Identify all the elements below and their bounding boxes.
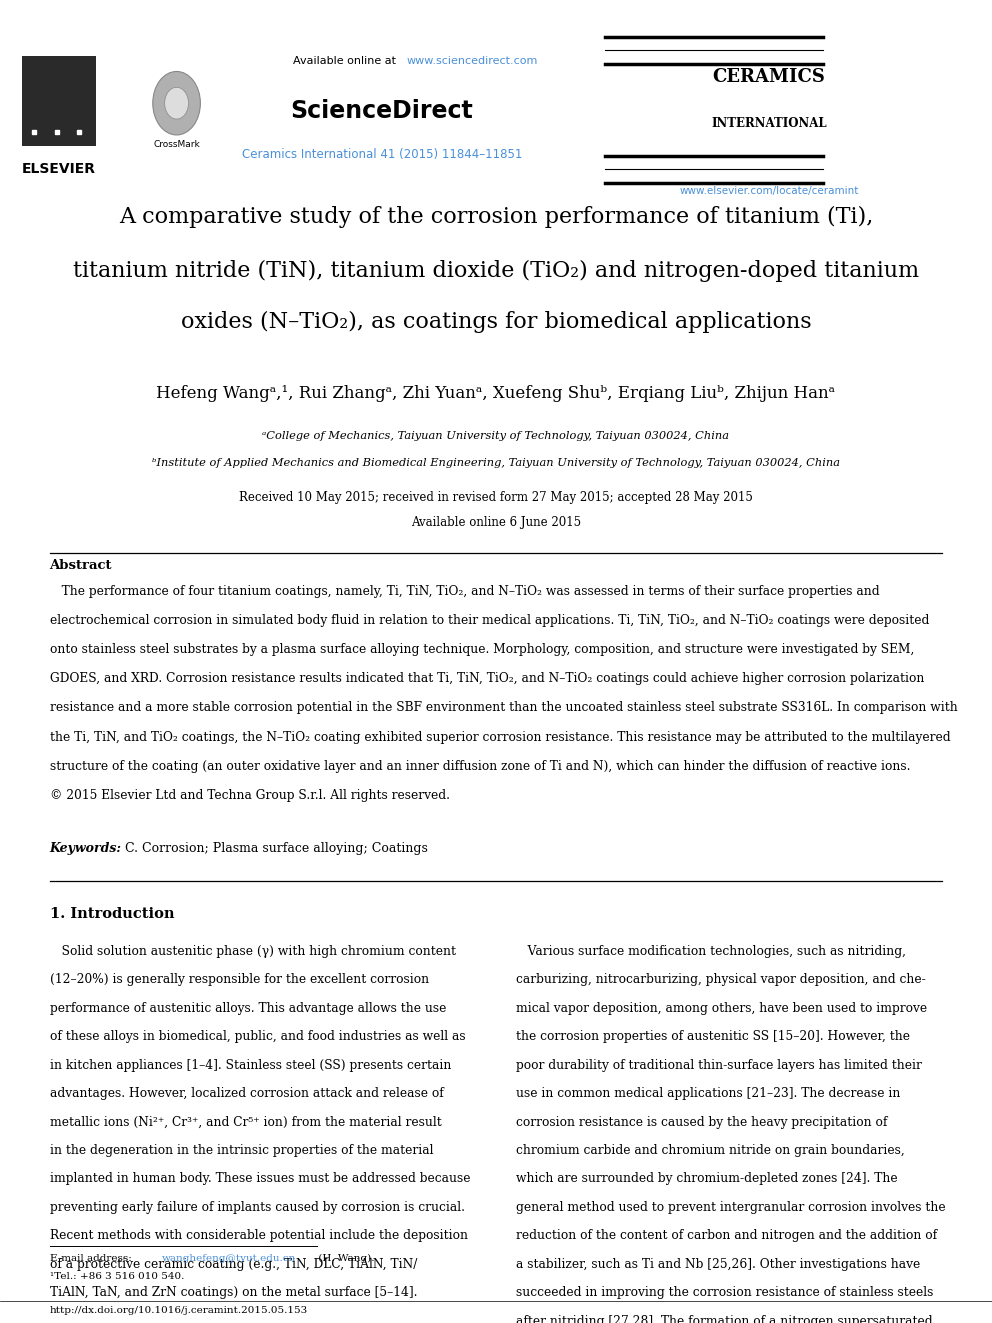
Text: wanghefeng@tyut.edu.cn: wanghefeng@tyut.edu.cn [162, 1254, 296, 1263]
Text: resistance and a more stable corrosion potential in the SBF environment than the: resistance and a more stable corrosion p… [50, 701, 957, 714]
Text: Available online at: Available online at [293, 56, 399, 66]
Text: mical vapor deposition, among others, have been used to improve: mical vapor deposition, among others, ha… [516, 1002, 927, 1015]
Text: electrochemical corrosion in simulated body fluid in relation to their medical a: electrochemical corrosion in simulated b… [50, 614, 929, 627]
Text: corrosion resistance is caused by the heavy precipitation of: corrosion resistance is caused by the he… [516, 1115, 887, 1129]
Text: Available online 6 June 2015: Available online 6 June 2015 [411, 516, 581, 529]
Text: which are surrounded by chromium-depleted zones [24]. The: which are surrounded by chromium-deplete… [516, 1172, 898, 1185]
Text: succeeded in improving the corrosion resistance of stainless steels: succeeded in improving the corrosion res… [516, 1286, 933, 1299]
Text: carburizing, nitrocarburizing, physical vapor deposition, and che-: carburizing, nitrocarburizing, physical … [516, 974, 926, 987]
Text: ¹Tel.: +86 3 516 010 540.: ¹Tel.: +86 3 516 010 540. [50, 1271, 184, 1281]
Text: the Ti, TiN, and TiO₂ coatings, the N–TiO₂ coating exhibited superior corrosion : the Ti, TiN, and TiO₂ coatings, the N–Ti… [50, 730, 950, 744]
Text: The performance of four titanium coatings, namely, Ti, TiN, TiO₂, and N–TiO₂ was: The performance of four titanium coating… [50, 585, 879, 598]
Text: general method used to prevent intergranular corrosion involves the: general method used to prevent intergran… [516, 1201, 945, 1215]
Text: Hefeng Wangᵃ,¹, Rui Zhangᵃ, Zhi Yuanᵃ, Xuefeng Shuᵇ, Erqiang Liuᵇ, Zhijun Hanᵃ: Hefeng Wangᵃ,¹, Rui Zhangᵃ, Zhi Yuanᵃ, X… [157, 385, 835, 402]
Text: preventing early failure of implants caused by corrosion is crucial.: preventing early failure of implants cau… [50, 1201, 464, 1215]
Text: © 2015 Elsevier Ltd and Techna Group S.r.l. All rights reserved.: © 2015 Elsevier Ltd and Techna Group S.r… [50, 789, 449, 802]
Text: GDOES, and XRD. Corrosion resistance results indicated that Ti, TiN, TiO₂, and N: GDOES, and XRD. Corrosion resistance res… [50, 672, 924, 685]
Text: CERAMICS: CERAMICS [712, 67, 825, 86]
Circle shape [165, 87, 188, 119]
Text: performance of austenitic alloys. This advantage allows the use: performance of austenitic alloys. This a… [50, 1002, 446, 1015]
Text: ScienceDirect: ScienceDirect [291, 99, 473, 123]
Circle shape [153, 71, 200, 135]
Text: E-mail address:: E-mail address: [50, 1254, 135, 1263]
Text: CrossMark: CrossMark [153, 140, 200, 149]
Text: of a protective ceramic coating (e.g., TiN, DLC, TiAlN, TiN/: of a protective ceramic coating (e.g., T… [50, 1258, 417, 1271]
Text: ᵇInstitute of Applied Mechanics and Biomedical Engineering, Taiyuan University o: ᵇInstitute of Applied Mechanics and Biom… [152, 458, 840, 468]
Text: reduction of the content of carbon and nitrogen and the addition of: reduction of the content of carbon and n… [516, 1229, 937, 1242]
Bar [22, 56, 96, 146]
Text: Recent methods with considerable potential include the deposition: Recent methods with considerable potenti… [50, 1229, 467, 1242]
Text: Solid solution austenitic phase (γ) with high chromium content: Solid solution austenitic phase (γ) with… [50, 945, 455, 958]
Text: C. Corrosion; Plasma surface alloying; Coatings: C. Corrosion; Plasma surface alloying; C… [121, 841, 428, 855]
Text: www.sciencedirect.com: www.sciencedirect.com [407, 56, 538, 66]
Text: INTERNATIONAL: INTERNATIONAL [711, 116, 826, 130]
Text: implanted in human body. These issues must be addressed because: implanted in human body. These issues mu… [50, 1172, 470, 1185]
Text: A comparative study of the corrosion performance of titanium (Ti),: A comparative study of the corrosion per… [119, 205, 873, 228]
Text: Ceramics International 41 (2015) 11844–11851: Ceramics International 41 (2015) 11844–1… [242, 148, 522, 161]
Text: the corrosion properties of austenitic SS [15–20]. However, the: the corrosion properties of austenitic S… [516, 1031, 910, 1044]
Text: metallic ions (Ni²⁺, Cr³⁺, and Cr⁵⁺ ion) from the material result: metallic ions (Ni²⁺, Cr³⁺, and Cr⁵⁺ ion)… [50, 1115, 441, 1129]
Text: ᵃCollege of Mechanics, Taiyuan University of Technology, Taiyuan 030024, China: ᵃCollege of Mechanics, Taiyuan Universit… [263, 430, 729, 441]
Text: (12–20%) is generally responsible for the excellent corrosion: (12–20%) is generally responsible for th… [50, 974, 429, 987]
Text: poor durability of traditional thin-surface layers has limited their: poor durability of traditional thin-surf… [516, 1058, 922, 1072]
Text: onto stainless steel substrates by a plasma surface alloying technique. Morpholo: onto stainless steel substrates by a pla… [50, 643, 914, 656]
Text: http://dx.doi.org/10.1016/j.ceramint.2015.05.153: http://dx.doi.org/10.1016/j.ceramint.201… [50, 1306, 308, 1315]
Text: use in common medical applications [21–23]. The decrease in: use in common medical applications [21–2… [516, 1088, 900, 1101]
Text: www.elsevier.com/locate/ceramint: www.elsevier.com/locate/ceramint [680, 185, 858, 196]
Text: titanium nitride (TiN), titanium dioxide (TiO₂) and nitrogen-doped titanium: titanium nitride (TiN), titanium dioxide… [73, 259, 919, 282]
Text: in the degeneration in the intrinsic properties of the material: in the degeneration in the intrinsic pro… [50, 1144, 434, 1156]
Text: oxides (N–TiO₂), as coatings for biomedical applications: oxides (N–TiO₂), as coatings for biomedi… [181, 311, 811, 333]
Text: Various surface modification technologies, such as nitriding,: Various surface modification technologie… [516, 945, 906, 958]
Text: Abstract: Abstract [50, 558, 112, 572]
Text: 1. Introduction: 1. Introduction [50, 906, 175, 921]
Text: Received 10 May 2015; received in revised form 27 May 2015; accepted 28 May 2015: Received 10 May 2015; received in revise… [239, 491, 753, 504]
Text: in kitchen appliances [1–4]. Stainless steel (SS) presents certain: in kitchen appliances [1–4]. Stainless s… [50, 1058, 451, 1072]
Text: (H. Wang).: (H. Wang). [315, 1254, 375, 1263]
Text: TiAlN, TaN, and ZrN coatings) on the metal surface [5–14].: TiAlN, TaN, and ZrN coatings) on the met… [50, 1286, 417, 1299]
Text: advantages. However, localized corrosion attack and release of: advantages. However, localized corrosion… [50, 1088, 443, 1101]
Text: after nitriding [27,28]. The formation of a nitrogen supersaturated: after nitriding [27,28]. The formation o… [516, 1315, 932, 1323]
Text: a stabilizer, such as Ti and Nb [25,26]. Other investigations have: a stabilizer, such as Ti and Nb [25,26].… [516, 1258, 921, 1271]
Text: structure of the coating (an outer oxidative layer and an inner diffusion zone o: structure of the coating (an outer oxida… [50, 759, 910, 773]
Text: Keywords:: Keywords: [50, 841, 122, 855]
Text: chromium carbide and chromium nitride on grain boundaries,: chromium carbide and chromium nitride on… [516, 1144, 905, 1156]
Text: ELSEVIER: ELSEVIER [22, 161, 96, 176]
Text: of these alloys in biomedical, public, and food industries as well as: of these alloys in biomedical, public, a… [50, 1031, 465, 1044]
